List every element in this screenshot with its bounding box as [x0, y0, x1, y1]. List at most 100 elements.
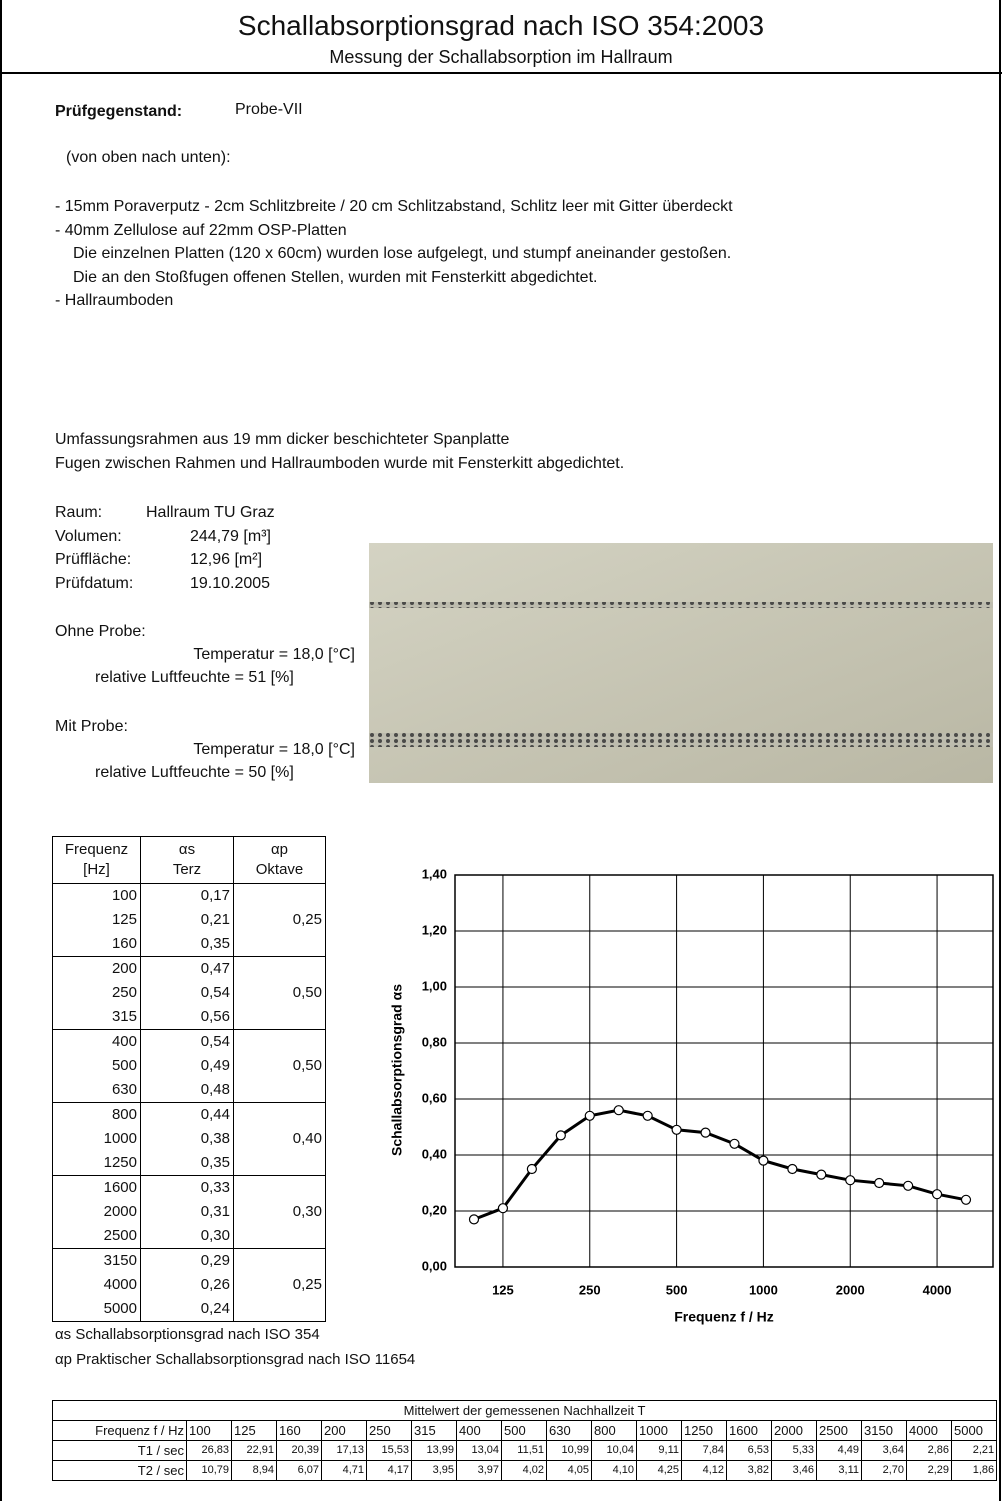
reverb-cell: 4,49 [816, 1440, 862, 1461]
table-row: 4000 0,26 [52, 1273, 326, 1297]
room-value: Hallraum TU Graz [146, 504, 275, 521]
frequency-cell: 250 [366, 1420, 412, 1441]
plot-frame [454, 874, 994, 1268]
frequency-cell: 315 [411, 1420, 457, 1441]
octave-cell: 0,50 [233, 956, 326, 1030]
title-row: Mittelwert der gemessenen Nachhallzeit T [51, 1400, 998, 1421]
table-row: 160 0,35 [52, 932, 326, 957]
x-tick-label: 4000 [923, 1282, 952, 1297]
description-intro: (von oben nach unten): [66, 149, 231, 166]
data-line [473, 1108, 967, 1221]
table-cell: 1000 [52, 1127, 141, 1151]
frequency-cell: 5000 [950, 1420, 998, 1441]
condition-temperature: Temperatur = 18,0 [°C] [193, 741, 355, 758]
frequency-cell: 1250 [681, 1420, 727, 1441]
reverb-cell: 2,70 [861, 1460, 907, 1481]
table-cell: 1600 [52, 1175, 141, 1200]
reverb-row: T2 / sec 10,79 8,94 6,07 4,71 4,17 3,95 3,97 4,0… [52, 1460, 998, 1481]
table-cell: 2500 [52, 1224, 141, 1249]
room-label: Prüfdatum: [55, 574, 134, 592]
y-tick-label: 0,40 [422, 1146, 447, 1161]
reverb-table: Mittelwert der gemessenen Nachhallzeit T… [51, 1400, 998, 1481]
table-cell: 0,17 [140, 883, 234, 908]
data-point [555, 1130, 566, 1141]
specimen-label: Prüfgegenstand: [55, 103, 183, 120]
octave-cell: 0,50 [233, 1029, 326, 1103]
x-tick-label: 250 [579, 1282, 601, 1297]
header-text: αs [178, 841, 196, 858]
table-cell: 0,38 [140, 1127, 234, 1151]
frequency-cell: 800 [591, 1420, 637, 1441]
table-cell: 315 [52, 1005, 141, 1030]
table-cell: 100 [52, 883, 141, 908]
reverb-cell: 4,02 [501, 1460, 547, 1481]
reverb-cell: 3,46 [771, 1460, 817, 1481]
frequency-cell: 160 [276, 1420, 322, 1441]
table-cell: 0,54 [140, 1029, 234, 1054]
data-point [497, 1203, 509, 1214]
frequency-cell: 400 [456, 1420, 502, 1441]
header-text: Oktave [255, 861, 304, 878]
frequency-cell: 1600 [726, 1420, 772, 1441]
frequency-cell: 2000 [771, 1420, 817, 1441]
room-label: Prüffläche: [55, 551, 132, 568]
data-point [960, 1194, 972, 1205]
x-axis-label: Frequenz f / Hz [674, 1309, 774, 1325]
reverb-cell: 5,33 [771, 1440, 817, 1461]
y-tick-label: 0,20 [422, 1202, 447, 1217]
header-row: Frequenz f / Hz 100 125 160 200 250 315 400 500 6… [52, 1420, 998, 1441]
y-tick-label: 1,40 [422, 866, 447, 881]
table-row: 250 0,54 [52, 981, 326, 1005]
condition-label: Mit Probe: [55, 718, 128, 735]
reverb-cell: 2,21 [950, 1440, 998, 1461]
table-row: 2500 0,30 [52, 1224, 326, 1249]
frequency-cell: 500 [501, 1420, 547, 1441]
table-row: 1600 0,33 0,30 [52, 1175, 326, 1249]
reverb-cell: 17,13 [321, 1440, 367, 1461]
table-cell: 2000 [52, 1200, 141, 1224]
reverb-cell: 26,83 [186, 1440, 232, 1461]
frequency-cell: 1000 [636, 1420, 682, 1441]
row-label: T2 / sec [52, 1460, 187, 1481]
data-point [468, 1214, 480, 1225]
room-value: 12,96 [m²] [190, 551, 263, 568]
reverb-cell: 8,94 [231, 1460, 277, 1481]
frequency-cell: 2500 [816, 1420, 862, 1441]
reverb-cell: 7,84 [681, 1440, 727, 1461]
frame-line: Fugen zwischen Rahmen und Hallraumboden … [55, 455, 625, 472]
table-cell: 0,29 [140, 1248, 234, 1273]
table-row: 500 0,49 [52, 1054, 326, 1078]
title: Schallabsorptionsgrad nach ISO 354:2003 [237, 10, 765, 41]
header-text: Terz [172, 861, 202, 878]
table-row: 5000 0,24 [52, 1297, 326, 1322]
header-text: [Hz] [83, 861, 110, 878]
table-row: 400 0,54 0,50 [52, 1029, 326, 1103]
data-point [874, 1177, 885, 1189]
frequency-cell: 3150 [861, 1420, 907, 1441]
data-point [931, 1189, 943, 1200]
reverb-cell: 11,51 [501, 1440, 547, 1461]
description-line: Die einzelnen Platten (120 x 60cm) wurde… [73, 245, 732, 262]
table-cell: 0,31 [140, 1200, 234, 1224]
data-point [816, 1169, 827, 1180]
table-cell: 0,24 [140, 1297, 234, 1322]
frequency-cell: 125 [231, 1420, 277, 1441]
reverb-cell: 6,53 [726, 1440, 772, 1461]
room-value: 19.10.2005 [190, 574, 271, 592]
table-row: 800 0,44 0,40 [52, 1102, 326, 1176]
reverb-cell: 13,04 [456, 1440, 502, 1461]
table-cell: 500 [52, 1054, 141, 1078]
condition-humidity: relative Luftfeuchte = 51 [%] [95, 669, 294, 686]
table-row: 3150 0,29 0,25 [52, 1248, 326, 1322]
octave-cell: 0,40 [233, 1102, 326, 1176]
condition-humidity: relative Luftfeuchte = 50 [%] [95, 764, 294, 781]
data-point [903, 1180, 914, 1191]
table-cell: 250 [52, 981, 141, 1005]
header-cell: αp Oktave [233, 836, 326, 884]
y-axis-label: Schallabsorptionsgrad αs [389, 984, 405, 1156]
reverb-cell: 10,04 [591, 1440, 637, 1461]
y-tick-label: 1,00 [422, 978, 447, 993]
x-tick-label: 125 [492, 1282, 514, 1297]
y-tick-label: 1,20 [422, 922, 447, 937]
